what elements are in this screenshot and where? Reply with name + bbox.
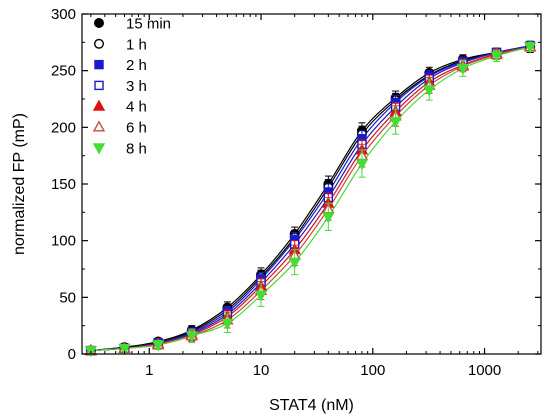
legend-label-1: 1 h (126, 36, 147, 53)
x-tick-label: 1000 (468, 362, 501, 379)
fit-curve-series-4 (90, 46, 531, 352)
legend-label-6: 8 h (126, 140, 147, 157)
legend-marker-3 (94, 80, 104, 91)
series-2 (86, 40, 535, 356)
y-tick-label: 0 (68, 346, 76, 363)
series-1 (85, 41, 536, 356)
fit-curve-series-0 (90, 47, 531, 352)
y-tick-label: 100 (51, 233, 76, 250)
data-point (523, 42, 537, 54)
x-axis-title: STAT4 (nM) (269, 397, 354, 414)
data-point (423, 85, 436, 97)
legend-marker-0 (93, 18, 104, 29)
series-4 (84, 40, 537, 356)
series-5 (84, 40, 537, 356)
data-point (288, 257, 301, 269)
legend-label-5: 6 h (126, 120, 147, 137)
legend-marker-2 (94, 59, 104, 70)
plot-frame (81, 13, 542, 355)
data-point (254, 290, 268, 302)
x-axis: 1 10 100 1000 (90, 14, 539, 379)
legend-marker-4 (92, 99, 106, 111)
legend-label-2: 2 h (126, 57, 147, 74)
data-point (118, 343, 131, 355)
x-tick-label: 1 (145, 362, 153, 379)
data-point (389, 117, 402, 129)
legend-label-0: 15 min (126, 16, 171, 33)
legend-marker-1 (93, 38, 104, 49)
fit-curve-series-3 (90, 45, 531, 352)
data-point (456, 63, 470, 76)
data-point (185, 331, 198, 343)
y-axis-title: normalized FP (mP) (11, 113, 28, 255)
legend-label-3: 3 h (126, 78, 147, 95)
series-0 (85, 42, 536, 356)
data-point (221, 318, 234, 331)
y-tick-label: 300 (51, 6, 76, 23)
x-tick-label: 10 (253, 362, 270, 379)
legend-marker-5 (92, 120, 106, 132)
y-tick-label: 50 (59, 289, 76, 306)
data-point (355, 159, 369, 171)
legend: 15 min 1 h 2 h 3 h 4 h 6 h 8 h (92, 16, 171, 157)
fit-curve-series-5 (90, 46, 531, 352)
data-point (322, 212, 335, 224)
fit-curve-series-2 (90, 45, 531, 352)
fit-curves (90, 45, 531, 352)
y-axis: 0 50 100 150 200 250 300 (51, 6, 541, 363)
data-point (151, 340, 165, 352)
series-6 (84, 41, 537, 358)
series-3 (86, 40, 535, 356)
legend-label-4: 4 h (126, 99, 147, 116)
x-tick-label: 100 (360, 362, 385, 379)
data-point (490, 51, 503, 63)
fit-curve-series-6 (90, 46, 531, 352)
y-tick-label: 150 (51, 176, 76, 193)
legend-marker-6 (92, 143, 106, 155)
y-tick-label: 200 (51, 119, 76, 136)
fit-curve-series-1 (90, 46, 531, 352)
y-tick-label: 250 (51, 63, 76, 80)
